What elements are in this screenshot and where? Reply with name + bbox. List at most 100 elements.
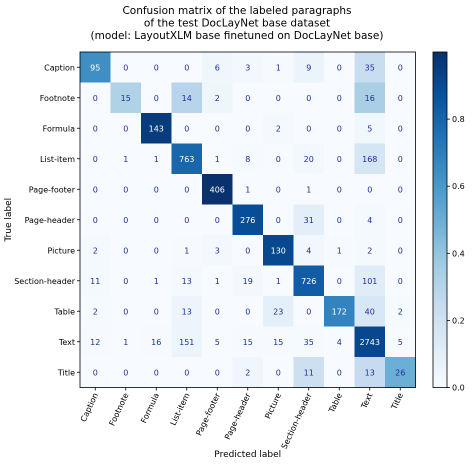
cell-value: 1 — [215, 155, 220, 164]
y-tick-label: Page-header — [25, 216, 76, 225]
heatmap-cell — [354, 52, 386, 83]
cell-value: 13 — [365, 368, 375, 377]
heatmap-cell — [263, 265, 294, 297]
cell-value: 0 — [337, 124, 342, 133]
cell-value: 4 — [367, 216, 372, 225]
heatmap-cell — [263, 326, 294, 358]
x-tick-label: Page-footer — [194, 391, 222, 437]
x-tick-label: Page-header — [223, 391, 253, 441]
heatmap-cell — [324, 143, 355, 175]
heatmap-cell — [385, 52, 416, 83]
heatmap-cell — [324, 326, 355, 358]
cell-value: 0 — [123, 63, 128, 72]
cell-value: 0 — [245, 94, 250, 103]
y-tick-label: Table — [53, 307, 75, 316]
cell-value: 2 — [367, 246, 372, 255]
x-tick-label: Formula — [139, 391, 161, 424]
cell-value: 0 — [306, 124, 311, 133]
heatmap-cell — [263, 296, 294, 327]
heatmap-cell — [110, 265, 142, 297]
cell-value: 2 — [215, 94, 220, 103]
cell-value: 1 — [337, 246, 342, 255]
heatmap-cell — [141, 52, 172, 83]
cell-value: 0 — [154, 246, 159, 255]
heatmap-cell — [385, 143, 416, 175]
cell-value: 16 — [365, 94, 375, 103]
heatmap-cell — [293, 174, 325, 205]
cell-value: 0 — [123, 216, 128, 225]
heatmap-cell — [354, 204, 386, 236]
heatmap-cell — [141, 265, 172, 297]
heatmap-cell — [293, 143, 325, 175]
cell-value: 0 — [215, 368, 220, 377]
heatmap-cell — [293, 52, 325, 83]
heatmap-cell — [141, 82, 172, 114]
x-tick-label: List-item — [169, 391, 192, 427]
cell-value: 726 — [301, 277, 316, 286]
heatmap-cell — [141, 326, 172, 358]
cell-value: 5 — [215, 338, 220, 347]
heatmap-cell — [202, 52, 233, 83]
heatmap-cell — [80, 204, 111, 236]
cell-value: 4 — [306, 246, 311, 255]
heatmap-cell — [202, 326, 233, 358]
heatmap-cell — [293, 82, 325, 114]
heatmap-cell — [354, 357, 386, 388]
heatmap-cell — [385, 82, 416, 114]
cell-value: 0 — [337, 185, 342, 194]
cell-value: 1 — [306, 185, 311, 194]
heatmap-cell — [354, 82, 386, 114]
heatmap-cell — [324, 357, 355, 388]
heatmap-cell — [141, 204, 172, 236]
cell-value: 0 — [276, 155, 281, 164]
heatmap-cell — [263, 357, 294, 388]
heatmap-cell — [171, 235, 203, 266]
cell-value: 15 — [121, 94, 131, 103]
heatmap-cell — [171, 204, 203, 236]
y-tick-label: Text — [58, 338, 75, 347]
heatmap-cell — [293, 296, 325, 327]
heatmap-cell — [232, 326, 264, 358]
heatmap-cell — [385, 113, 416, 144]
cell-value: 1 — [276, 63, 281, 72]
heatmap-cell — [232, 357, 264, 388]
cell-value: 6 — [215, 63, 220, 72]
heatmap-cell — [141, 113, 172, 144]
heatmap-cell — [293, 113, 325, 144]
heatmap-cell — [293, 265, 325, 297]
heatmap-cell — [171, 265, 203, 297]
cell-value: 0 — [184, 216, 189, 225]
cell-value: 19 — [243, 277, 253, 286]
heatmap-cell — [324, 82, 355, 114]
heatmap-cell — [141, 357, 172, 388]
heatmap-cell — [354, 326, 386, 358]
heatmap-cell — [202, 357, 233, 388]
heatmap-cell — [232, 204, 264, 236]
cell-value: 0 — [123, 246, 128, 255]
y-tick-label: List-item — [40, 155, 75, 164]
heatmap-cell — [232, 235, 264, 266]
cell-value: 0 — [184, 124, 189, 133]
heatmap-cell — [80, 82, 111, 114]
cell-value: 9 — [306, 63, 311, 72]
heatmap-cell — [385, 204, 416, 236]
cell-value: 0 — [123, 185, 128, 194]
heatmap-cell — [110, 113, 142, 144]
cell-value: 0 — [276, 216, 281, 225]
cell-value: 0 — [93, 94, 98, 103]
cell-value: 15 — [243, 338, 253, 347]
heatmap-cell — [202, 143, 233, 175]
chart-title: Confusion matrix of the labeled paragrap… — [91, 5, 384, 42]
cell-value: 0 — [276, 185, 281, 194]
heatmap-cell — [263, 113, 294, 144]
heatmap-cell — [324, 52, 355, 83]
cell-value: 0 — [245, 246, 250, 255]
heatmap-cell — [110, 204, 142, 236]
x-tick-label: Title — [389, 391, 405, 411]
heatmap-cell — [171, 113, 203, 144]
x-tick-label: Footnote — [108, 391, 131, 427]
heatmap-cell — [171, 174, 203, 205]
heatmap-cell — [232, 296, 264, 327]
cell-value: 0 — [93, 185, 98, 194]
cell-value: 0 — [123, 277, 128, 286]
